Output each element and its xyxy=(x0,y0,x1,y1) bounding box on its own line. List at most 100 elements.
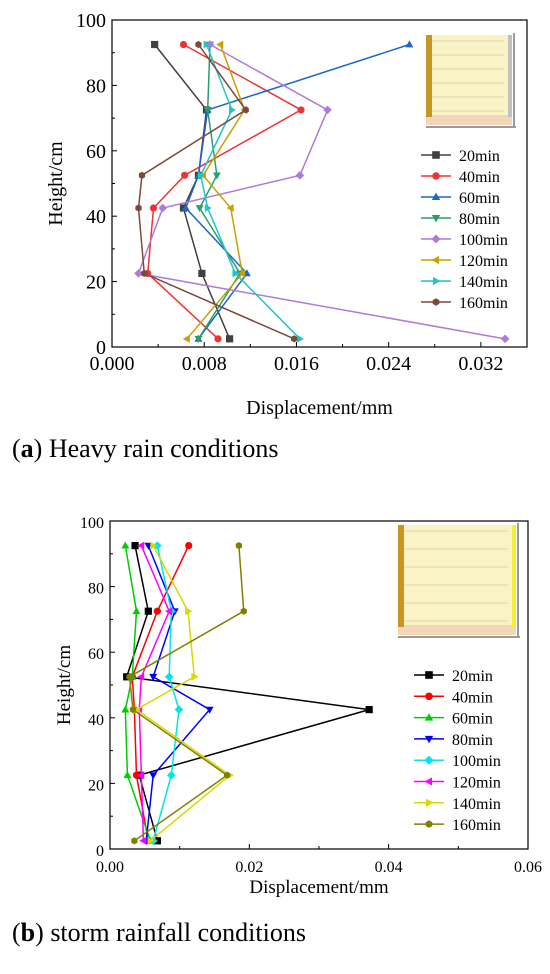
chart-a: 0.000 0.008 0.016 0.024 0.032 0 20 40 60 80 100 Dis… xyxy=(45,10,528,419)
a-data-point xyxy=(203,40,211,49)
a-data-point xyxy=(214,335,222,343)
b-data-point xyxy=(153,607,161,615)
a-data-point xyxy=(138,171,146,179)
b-legend-label: 80min xyxy=(452,732,493,749)
b-y-tick-label: 0 xyxy=(96,843,104,860)
b-data-point xyxy=(132,771,141,779)
b-x-tick-label: 0.06 xyxy=(514,859,542,876)
a-y-tick-label: 60 xyxy=(86,141,106,163)
a-series-line-60min xyxy=(184,43,410,340)
b-data-point xyxy=(185,542,193,550)
a-legend-marker xyxy=(432,172,440,180)
b-legend-marker xyxy=(425,692,433,701)
b-data-point xyxy=(132,607,141,615)
b-data-point xyxy=(149,772,158,780)
a-legend: 20min 40min 60min 80min 100min 120min 140min 16… xyxy=(421,148,508,312)
a-data-point xyxy=(203,107,212,115)
b-y-tick-label: 20 xyxy=(88,777,104,794)
b-series-line-80min xyxy=(145,545,211,841)
a-data-point xyxy=(295,171,305,180)
a-data-point xyxy=(297,334,305,343)
a-data-point xyxy=(194,335,203,343)
b-legend-marker xyxy=(424,755,434,765)
panel-b: 0.00 0.02 0.04 0.06 0 20 40 60 80 100 Displacement… xyxy=(0,487,550,974)
b-x-axis-label: Displacement/mm xyxy=(249,877,389,898)
a-legend-label: 40min xyxy=(459,169,500,186)
b-legend-label: 100min xyxy=(452,753,501,770)
b-legend-marker xyxy=(425,820,433,828)
b-series-line-100min xyxy=(152,545,180,841)
a-data-point xyxy=(198,269,206,278)
b-legend-marker xyxy=(425,798,434,807)
b-y-tick-label: 40 xyxy=(88,712,104,729)
b-data-point xyxy=(149,673,158,681)
b-legend-label: 20min xyxy=(452,668,493,685)
b-series-line-120min xyxy=(138,545,171,841)
b-data-point xyxy=(123,771,132,779)
a-data-point xyxy=(134,269,143,278)
b-legend-label: 40min xyxy=(452,689,493,706)
a-legend-marker xyxy=(432,298,440,306)
b-data-point xyxy=(144,542,153,550)
a-series-line-100min xyxy=(137,43,506,340)
a-data-point xyxy=(238,269,246,278)
b-data-point xyxy=(150,541,158,550)
a-data-point xyxy=(195,40,202,49)
b-series-line-20min xyxy=(125,545,370,841)
b-data-point xyxy=(131,542,139,550)
b-x-tick-label: 0.00 xyxy=(96,859,124,876)
a-series-line-160min xyxy=(137,44,295,340)
b-y-tick-label: 60 xyxy=(88,646,104,663)
a-series-line-140min xyxy=(199,44,301,340)
a-legend-marker xyxy=(431,214,441,223)
a-legend-marker xyxy=(431,255,440,265)
b-legend-label: 120min xyxy=(452,775,501,792)
b-data-point xyxy=(191,672,199,681)
a-data-point xyxy=(212,172,221,180)
a-data-point xyxy=(225,335,234,343)
a-data-point xyxy=(181,171,189,179)
a-series-line-40min xyxy=(146,43,303,340)
a-x-tick-label: 0.024 xyxy=(366,353,411,375)
caption-b-text: storm rainfall conditions xyxy=(50,918,306,947)
b-data-point xyxy=(129,706,137,714)
b-data-point xyxy=(147,836,155,845)
b-y-tick-label: 80 xyxy=(88,581,104,598)
b-y-tick-label: 100 xyxy=(80,515,104,532)
a-y-tick-label: 20 xyxy=(86,272,106,294)
a-x-tick-label: 0.016 xyxy=(274,353,319,375)
a-legend-marker xyxy=(431,234,441,244)
caption-a-letter: a xyxy=(20,434,34,463)
a-legend-marker xyxy=(432,151,440,159)
a-data-point xyxy=(216,40,224,49)
b-data-point xyxy=(144,607,152,615)
chart-b: 0.00 0.02 0.04 0.06 0 20 40 60 80 100 Displacement… xyxy=(54,515,542,898)
b-data-point xyxy=(131,837,138,845)
a-data-point xyxy=(226,204,234,212)
b-legend-label: 140min xyxy=(452,796,501,813)
b-data-point xyxy=(121,705,130,713)
a-data-point xyxy=(232,269,240,278)
a-data-point xyxy=(204,204,212,212)
a-legend-label: 20min xyxy=(459,148,500,165)
a-legend-marker xyxy=(431,192,441,201)
b-data-point xyxy=(139,836,147,845)
a-data-point xyxy=(229,105,237,114)
b-data-point xyxy=(164,672,174,682)
panel-a: 0.000 0.008 0.016 0.024 0.032 0 20 40 60 80 100 Dis… xyxy=(12,10,528,463)
b-data-point xyxy=(223,771,231,779)
b-data-point xyxy=(166,770,176,780)
caption-b: (b) storm rainfall conditions xyxy=(12,918,306,947)
b-x-tick-label: 0.02 xyxy=(235,859,263,876)
a-x-axis-label: Displacement/mm xyxy=(246,397,393,419)
a-legend-label: 140min xyxy=(459,274,508,291)
b-data-point xyxy=(185,607,193,616)
b-data-point xyxy=(126,673,133,681)
b-series-line-160min xyxy=(128,545,245,842)
a-data-point xyxy=(195,205,204,213)
a-data-point xyxy=(197,171,205,180)
a-legend-label: 120min xyxy=(459,253,508,270)
a-legend-marker xyxy=(432,276,441,286)
b-y-axis-label: Height/cm xyxy=(54,645,75,725)
a-data-point xyxy=(158,203,168,213)
